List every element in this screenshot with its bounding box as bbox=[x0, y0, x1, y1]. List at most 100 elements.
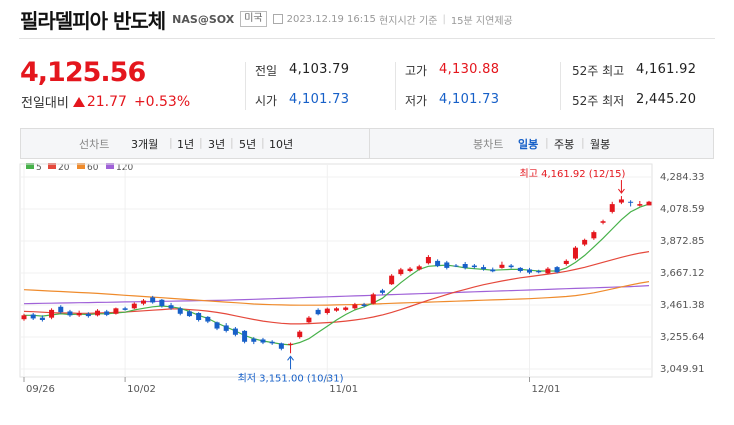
header: 필라델피아 반도체 NAS@SOX 미국 2023.12.19 16:15 현지… bbox=[20, 6, 513, 33]
candle-body bbox=[582, 239, 588, 245]
candle-body bbox=[600, 221, 606, 223]
low-arrow-head bbox=[287, 355, 294, 361]
stat-label: 52주 최고 bbox=[572, 64, 625, 78]
candle-body bbox=[324, 308, 330, 313]
candle-body bbox=[646, 201, 652, 206]
candle-body bbox=[361, 304, 367, 306]
candle-body bbox=[490, 269, 496, 272]
page-title: 필라델피아 반도체 bbox=[20, 8, 166, 33]
x-tick-label: 09/26 bbox=[26, 384, 55, 395]
stat-52w-high: 52주 최고 4,161.92 bbox=[572, 62, 696, 79]
moving-averages bbox=[23, 203, 650, 346]
stat-open: 시가 4,101.73 bbox=[255, 92, 349, 109]
x-tick-label: 11/01 bbox=[329, 384, 358, 395]
tab-monthly[interactable]: 월봉 bbox=[590, 138, 611, 151]
stat-divider bbox=[560, 62, 561, 110]
change-label: 전일대비 bbox=[21, 96, 69, 111]
tab-weekly[interactable]: 주봉 bbox=[554, 138, 575, 151]
stat-52w-low: 52주 최저 2,445.20 bbox=[572, 92, 696, 109]
stat-value: 4,101.73 bbox=[439, 92, 500, 107]
candle-body bbox=[545, 268, 551, 274]
candle-body bbox=[343, 307, 349, 310]
candle-body bbox=[95, 310, 101, 316]
candle-body bbox=[104, 311, 110, 315]
candle-body bbox=[517, 267, 523, 271]
period-10y[interactable]: 10년 bbox=[269, 138, 294, 151]
candle-body bbox=[554, 267, 560, 273]
header-divider bbox=[19, 38, 715, 39]
candle-body bbox=[76, 312, 82, 316]
stat-value: 4,161.92 bbox=[636, 62, 697, 77]
candle-body bbox=[389, 275, 395, 285]
legend-swatch bbox=[77, 163, 85, 169]
candle-body bbox=[260, 339, 266, 343]
candle-body bbox=[186, 311, 192, 317]
candle-body bbox=[508, 265, 514, 268]
candle-body bbox=[168, 305, 174, 309]
candle-body bbox=[591, 232, 597, 239]
candle-body bbox=[471, 265, 477, 268]
candle-body bbox=[39, 317, 45, 320]
candle-body bbox=[122, 308, 128, 310]
stat-value: 4,130.88 bbox=[439, 62, 500, 77]
x-axis: 09/26 10/02 11/01 12/01 bbox=[23, 377, 561, 395]
candle-body bbox=[297, 331, 303, 338]
market-badge: 미국 bbox=[240, 11, 267, 27]
candle-body bbox=[481, 267, 487, 270]
period-1y[interactable]: 1년 bbox=[177, 138, 195, 151]
datetime: 2023.12.19 16:15 bbox=[286, 13, 376, 25]
candle-body bbox=[435, 260, 441, 267]
stat-high: 고가 4,130.88 bbox=[405, 62, 499, 79]
candle-body bbox=[618, 199, 624, 203]
candle-body bbox=[628, 201, 634, 203]
up-arrow-icon bbox=[72, 96, 85, 107]
high-annotation: 최고 4,161.92 (12/15) bbox=[520, 168, 626, 180]
candle-body bbox=[251, 338, 257, 342]
candle-body bbox=[278, 343, 284, 349]
x-tick-label: 10/02 bbox=[127, 384, 156, 395]
candle-body bbox=[609, 204, 615, 212]
y-tick-label: 3,255.64 bbox=[660, 332, 705, 343]
candle-body bbox=[232, 328, 238, 335]
delay-note: 15분 지연제공 bbox=[450, 15, 513, 27]
period-3y[interactable]: 3년 bbox=[208, 138, 226, 151]
line-chart-label[interactable]: 선차트 bbox=[79, 138, 110, 151]
candle-body bbox=[223, 325, 229, 331]
candle-body bbox=[425, 256, 431, 264]
legend-label: 60 bbox=[87, 163, 99, 173]
stat-label: 고가 bbox=[405, 64, 428, 78]
candle-body bbox=[306, 317, 312, 323]
tab-daily[interactable]: 일봉 bbox=[518, 138, 539, 151]
period-3m[interactable]: 3개월 bbox=[131, 138, 159, 151]
candle-body bbox=[269, 341, 275, 344]
change-row: 전일대비 21.77 +0.53% bbox=[21, 92, 197, 112]
stat-value: 4,103.79 bbox=[289, 62, 350, 77]
candle-body bbox=[499, 264, 505, 268]
low-annotation: 최저 3,151.00 (10/31) bbox=[238, 372, 344, 384]
candle-body bbox=[67, 311, 73, 316]
candle-body bbox=[416, 266, 422, 270]
candle-body bbox=[527, 269, 533, 273]
ticker-code: NAS@SOX bbox=[172, 12, 235, 26]
y-tick-label: 3,461.38 bbox=[660, 300, 705, 311]
candle-chart-label[interactable]: 봉차트 bbox=[473, 138, 504, 151]
candle-body bbox=[58, 306, 64, 313]
candle-body bbox=[370, 294, 376, 304]
legend-swatch bbox=[48, 163, 56, 169]
candle-body bbox=[352, 304, 358, 309]
change-percent: +0.53% bbox=[133, 93, 191, 110]
period-5y[interactable]: 5년 bbox=[239, 138, 257, 151]
ma60-line bbox=[23, 281, 650, 306]
candle-body bbox=[214, 322, 220, 329]
candle-body bbox=[563, 260, 569, 264]
current-price: 4,125.56 bbox=[20, 57, 146, 88]
candles bbox=[21, 196, 652, 354]
high-arrow-head bbox=[618, 188, 625, 194]
stat-low: 저가 4,101.73 bbox=[405, 92, 499, 109]
candle-body bbox=[21, 315, 27, 320]
stat-label: 52주 최저 bbox=[572, 94, 625, 108]
x-tick-label: 12/01 bbox=[532, 384, 561, 395]
stat-value: 4,101.73 bbox=[289, 92, 350, 107]
calendar-icon bbox=[272, 14, 283, 24]
